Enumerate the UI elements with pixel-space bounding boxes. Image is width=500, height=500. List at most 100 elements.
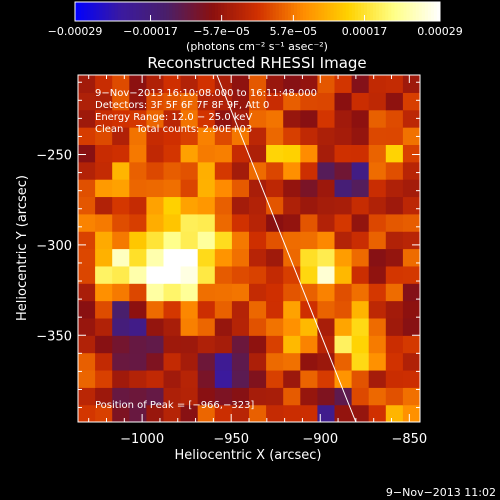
colorbar-tick-label: −5.7e−05 (193, 25, 250, 38)
heatmap-cell (180, 283, 199, 302)
colorbar-step (75, 2, 79, 21)
heatmap-cell (214, 109, 233, 128)
heatmap-cell (351, 75, 370, 93)
heatmap-cell (163, 335, 182, 354)
heatmap-cell (112, 92, 130, 111)
heatmap-cell (283, 283, 301, 302)
colorbar-step (135, 2, 140, 21)
heatmap-cell (266, 248, 284, 267)
heatmap-cell (129, 179, 147, 198)
heatmap-cell (129, 109, 147, 128)
heatmap-cell (351, 213, 370, 232)
heatmap-cell (368, 213, 387, 232)
heatmap-cell (283, 317, 301, 336)
colorbar-step (388, 2, 392, 21)
colorbar-step (169, 2, 173, 21)
heatmap-cell (385, 92, 404, 111)
heatmap-cell (402, 300, 420, 319)
heatmap-cell (266, 179, 284, 198)
heatmap-cell (402, 127, 420, 145)
heatmap-cell (197, 283, 216, 302)
y-tick-label: −250 (36, 149, 72, 164)
heatmap-cell (249, 127, 267, 145)
heatmap-cell (283, 248, 301, 267)
colorbar-step (333, 2, 338, 21)
heatmap-cell (95, 404, 113, 422)
heatmap-cell (351, 92, 370, 111)
heatmap-cell (146, 335, 165, 354)
heatmap-cell (351, 179, 370, 198)
heatmap-cell (129, 265, 147, 284)
heatmap-cell (163, 144, 182, 163)
heatmap-cell (214, 352, 233, 371)
heatmap-cell (197, 127, 216, 145)
heatmap-cell (197, 231, 216, 250)
heatmap-cell (334, 213, 353, 232)
heatmap-cell (334, 369, 353, 388)
colorbar-step (406, 2, 411, 21)
heatmap-cell (231, 179, 250, 198)
heatmap-cell (112, 231, 130, 250)
heatmap-cell (214, 404, 233, 422)
heatmap-cell (129, 127, 147, 145)
colorbar-step (391, 2, 395, 21)
colorbar-step (239, 2, 243, 21)
colorbar-step (190, 2, 195, 21)
heatmap-cell (231, 265, 250, 284)
heatmap-cell (283, 335, 301, 354)
heatmap-cell (95, 161, 113, 180)
x-tick-label: −950 (213, 432, 249, 447)
heatmap-cell (214, 196, 233, 215)
colorbar-step (105, 2, 109, 21)
heatmap-cell (95, 75, 113, 93)
heatmap-cell (249, 283, 267, 302)
heatmap-cell (214, 248, 233, 267)
heatmap-cell (385, 196, 404, 215)
heatmap-cell (129, 317, 147, 336)
colorbar-step (221, 2, 225, 21)
heatmap-cell (180, 231, 199, 250)
heatmap-cell (163, 161, 182, 180)
heatmap-cell (146, 161, 165, 180)
heatmap-cell (197, 352, 216, 371)
heatmap-cell (163, 369, 182, 388)
heatmap-cell (300, 127, 318, 145)
heatmap-cell (402, 387, 420, 406)
y-axis-label: Heliocentric Y (arcsec) (15, 175, 30, 321)
heatmap-cell (214, 231, 233, 250)
heatmap-cell (402, 92, 420, 111)
heatmap-cell (300, 109, 318, 128)
y-tick-label: −300 (36, 239, 72, 254)
heatmap-cell (197, 317, 216, 336)
colorbar-step (263, 2, 268, 21)
heatmap-cell (214, 283, 233, 302)
heatmap-cell (78, 161, 96, 180)
colorbar-step (154, 2, 158, 21)
heatmap-cell (231, 231, 250, 250)
colorbar-step (418, 2, 423, 21)
annotation-detectors: Detectors: 3F 5F 6F 7F 8F 9F, Att 0 (95, 100, 269, 111)
heatmap-cell (129, 196, 147, 215)
heatmap-cell (266, 387, 284, 406)
solar-limb-line (216, 75, 357, 422)
heatmap-cell (368, 283, 387, 302)
heatmap-cell (231, 196, 250, 215)
heatmap-cell (351, 300, 370, 319)
heatmap-cell (300, 196, 318, 215)
heatmap-cell (402, 231, 420, 250)
heatmap-cell (317, 213, 336, 232)
heatmap-cell (283, 109, 301, 128)
heatmap-cell (283, 369, 301, 388)
colorbar-step (151, 2, 155, 21)
colorbar-step (199, 2, 204, 21)
heatmap-cell (402, 283, 420, 302)
heatmap-cell (351, 109, 370, 128)
heatmap-cell (163, 352, 182, 371)
colorbar-step (373, 2, 377, 21)
colorbar-step (309, 2, 313, 21)
heatmap-cell (231, 283, 250, 302)
colorbar-step (208, 2, 213, 21)
colorbar-step (224, 2, 228, 21)
colorbar-step (403, 2, 408, 21)
heatmap-cell (266, 75, 284, 93)
